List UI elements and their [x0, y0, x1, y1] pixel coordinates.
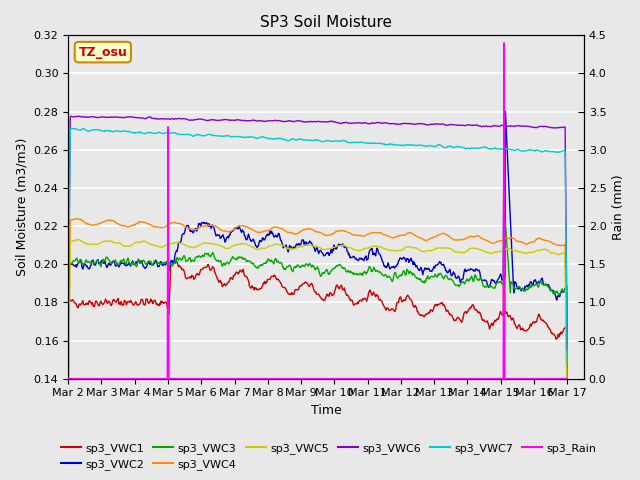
Text: TZ_osu: TZ_osu	[79, 46, 127, 59]
Legend: sp3_VWC1, sp3_VWC2, sp3_VWC3, sp3_VWC4, sp3_VWC5, sp3_VWC6, sp3_VWC7, sp3_Rain: sp3_VWC1, sp3_VWC2, sp3_VWC3, sp3_VWC4, …	[57, 438, 601, 474]
X-axis label: Time: Time	[310, 404, 341, 417]
Y-axis label: Soil Moisture (m3/m3): Soil Moisture (m3/m3)	[15, 138, 28, 276]
Y-axis label: Rain (mm): Rain (mm)	[612, 174, 625, 240]
Title: SP3 Soil Moisture: SP3 Soil Moisture	[260, 15, 392, 30]
